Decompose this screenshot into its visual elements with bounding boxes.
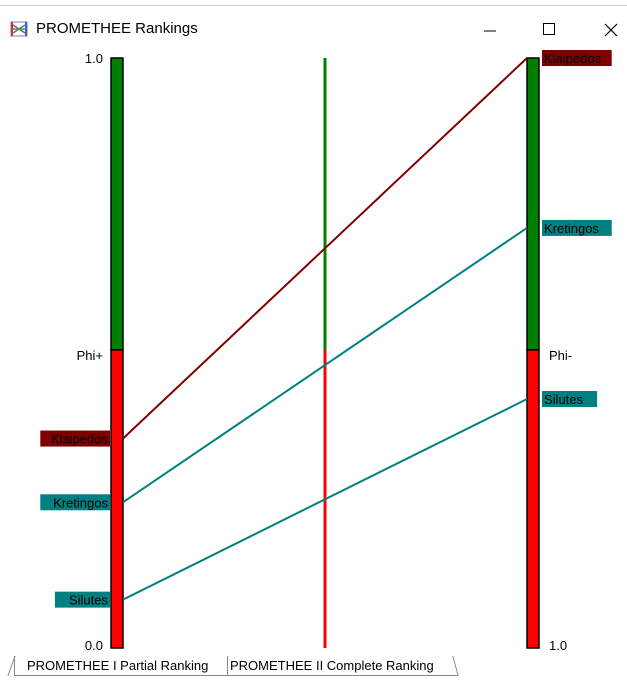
title-bar: PROMETHEE Rankings	[0, 8, 627, 50]
right-label-silutes: Silutes	[544, 392, 584, 407]
left-axis-negative-segment	[110, 349, 124, 649]
left-label-klaipedos: Klaipedos	[51, 432, 109, 447]
left-axis-bottom-tick: 0.0	[85, 638, 103, 653]
right-label-box-kretingos	[542, 219, 612, 236]
close-icon	[604, 23, 618, 37]
left-label-kretingos: Kretingos	[53, 495, 108, 510]
right-label-box-klaipedos	[542, 50, 612, 66]
right-axis-bottom-tick: 1.0	[549, 638, 567, 653]
minimize-button[interactable]	[470, 14, 510, 44]
right-label-klaipedos: Klaipedos	[544, 51, 602, 66]
window-top-edge	[0, 5, 627, 6]
tab-promethee-ii-complete-ranking[interactable]: PROMETHEE II Complete Ranking	[226, 656, 458, 676]
right-axis-positive-segment	[526, 57, 540, 351]
promethee-rankings-chart: 1.0 0.0 Phi+ 1.0 Phi- Klaipedos Klaipedos Kreti…	[40, 50, 612, 653]
right-label-box-silutes	[542, 391, 598, 408]
right-axis-label: Phi-	[549, 348, 572, 363]
close-button[interactable]	[586, 14, 626, 44]
promethee-rankings-icon	[10, 21, 28, 37]
left-label-box-klaipedos	[40, 430, 110, 447]
left-axis-positive-segment	[110, 57, 124, 351]
ranking-line-silutes	[122, 398, 528, 601]
ranking-tabs: PROMETHEE I Partial Ranking PROMETHEE II…	[0, 652, 627, 682]
maximize-button[interactable]	[528, 14, 568, 44]
tab-promethee-i-partial-ranking[interactable]: PROMETHEE I Partial Ranking	[14, 656, 228, 676]
ranking-line-kretingos	[122, 227, 528, 504]
left-label-box-kretingos	[40, 494, 110, 511]
left-axis-label: Phi+	[77, 348, 103, 363]
left-label-box-silutes	[54, 591, 110, 608]
ranking-line-klaipedos	[122, 57, 528, 440]
right-label-kretingos: Kretingos	[544, 221, 599, 236]
minimize-icon	[484, 30, 496, 32]
window-title: PROMETHEE Rankings	[36, 20, 198, 37]
maximize-icon	[543, 23, 555, 35]
right-axis-negative-segment	[526, 349, 540, 649]
left-axis-top-tick: 1.0	[85, 51, 103, 66]
left-label-silutes: Silutes	[69, 593, 109, 608]
